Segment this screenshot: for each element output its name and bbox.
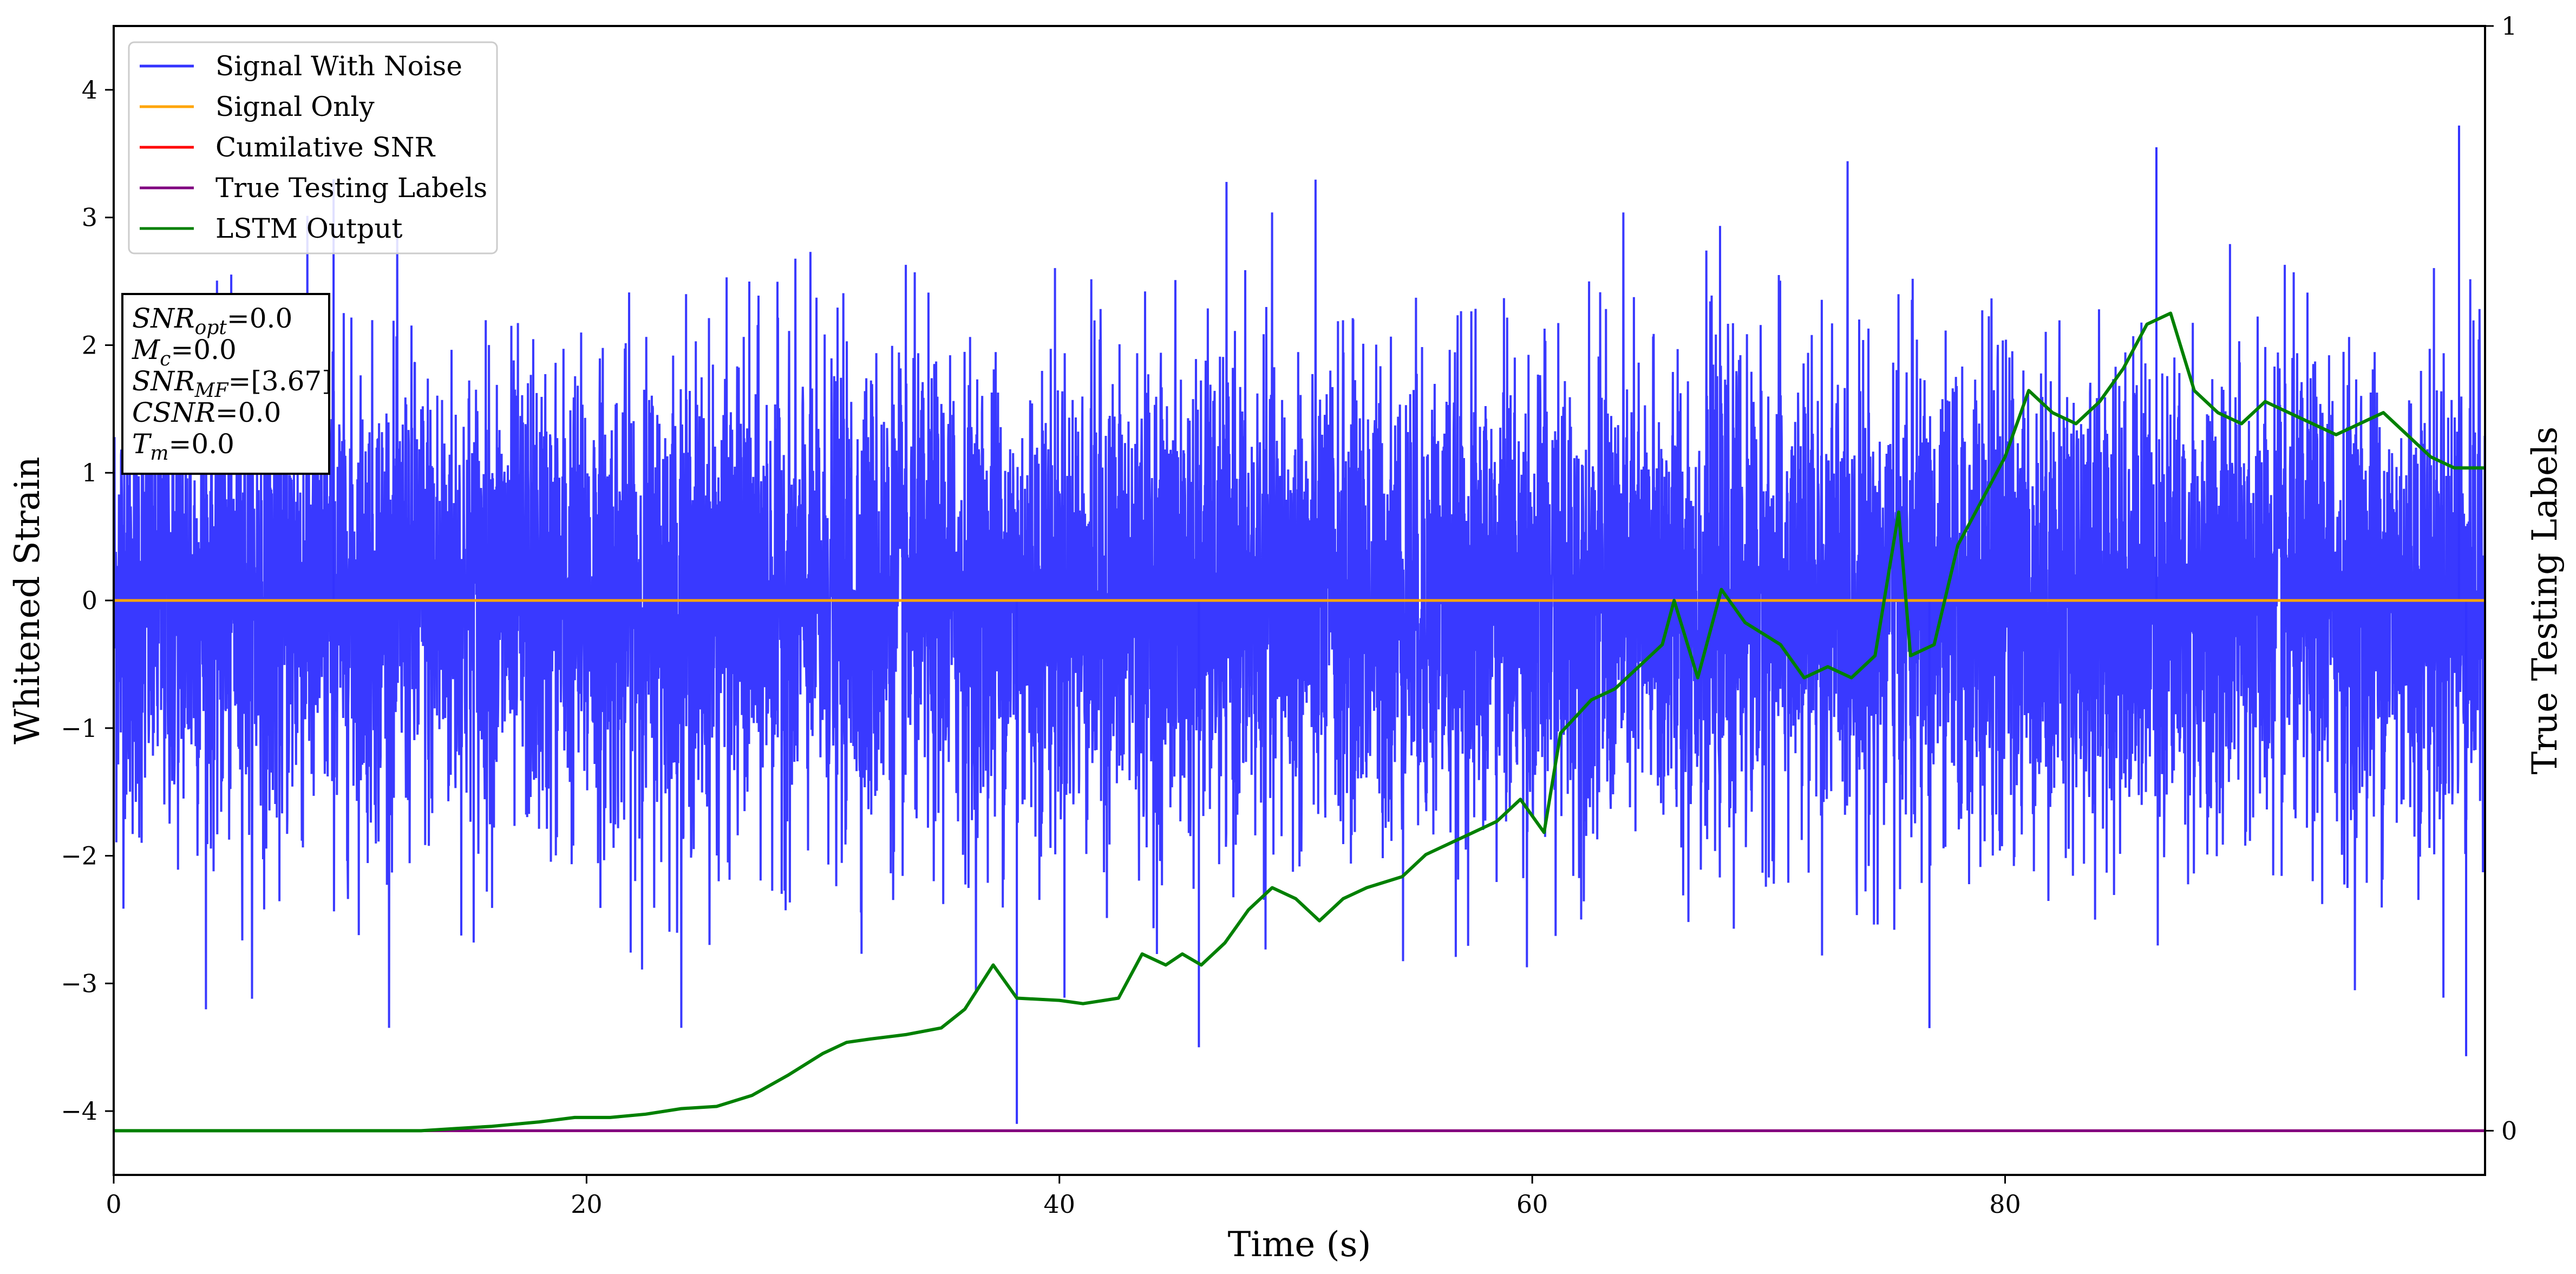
- legend-label: Signal Only: [215, 91, 375, 122]
- legend: Signal With Noise Signal Only Cumilative S…: [128, 41, 498, 254]
- x-tick-label: 80: [1989, 1190, 2021, 1219]
- legend-item: Signal Only: [140, 91, 375, 122]
- series-lines-layer: [114, 311, 2485, 1133]
- y2-axis-label: True Testing Labels: [2525, 427, 2565, 775]
- legend-item: LSTM Output: [140, 213, 402, 244]
- legend-label: Cumilative SNR: [215, 132, 435, 163]
- stats-line: SNRopt=0.0: [132, 303, 292, 339]
- y-tick-label: 1: [82, 458, 97, 487]
- y-tick-label: 2: [82, 330, 97, 360]
- legend-label: True Testing Labels: [215, 172, 487, 204]
- legend-item: Signal With Noise: [140, 50, 462, 82]
- legend-label: Signal With Noise: [215, 50, 462, 82]
- stats-line: Mc=0.0: [132, 334, 237, 370]
- y-tick-label: −1: [61, 714, 97, 743]
- stats-line: CSNR=0.0: [132, 397, 281, 428]
- y2-tick-label: 0: [2501, 1116, 2517, 1145]
- legend-box: [128, 41, 498, 254]
- x-axis-label: Time (s): [1228, 1225, 1371, 1265]
- y2-tick-label: 1: [2501, 11, 2517, 41]
- stats-annotation-box: SNRopt=0.0Mc=0.0SNRMF=[3.67]CSNR=0.0Tm=0…: [121, 293, 332, 475]
- series-line-signal-with-noise: [114, 161, 2485, 1028]
- y-axis-right: 10: [2485, 11, 2517, 1145]
- x-tick-label: 60: [1516, 1190, 1548, 1219]
- y-axis-label: Whitened Strain: [8, 456, 48, 744]
- y-tick-label: −4: [61, 1096, 97, 1126]
- legend-item: Cumilative SNR: [140, 132, 435, 163]
- stats-line: Tm=0.0: [132, 428, 234, 465]
- y-tick-label: −3: [61, 969, 97, 998]
- series-line-lstm-output: [114, 311, 2485, 1133]
- y-tick-label: −2: [61, 841, 97, 871]
- x-tick-label: 40: [1043, 1190, 1075, 1219]
- stats-box-frame: [121, 293, 330, 475]
- y-tick-label: 0: [82, 586, 97, 615]
- signal-with-noise-layer: [114, 125, 2485, 1124]
- stats-line: SNRMF=[3.67]: [132, 365, 332, 402]
- plot-area: [114, 125, 2485, 1133]
- y-tick-label: 4: [82, 75, 97, 104]
- legend-label: LSTM Output: [215, 213, 402, 244]
- x-tick-label: 0: [106, 1190, 121, 1219]
- y-tick-label: 3: [82, 203, 97, 232]
- x-axis: 0 20 40 60 80: [106, 1175, 2021, 1219]
- x-tick-label: 20: [571, 1190, 603, 1219]
- legend-item: True Testing Labels: [140, 172, 487, 204]
- y-axis-left: 4 3 2 1 0 −1 −2 −3 −4: [61, 75, 114, 1126]
